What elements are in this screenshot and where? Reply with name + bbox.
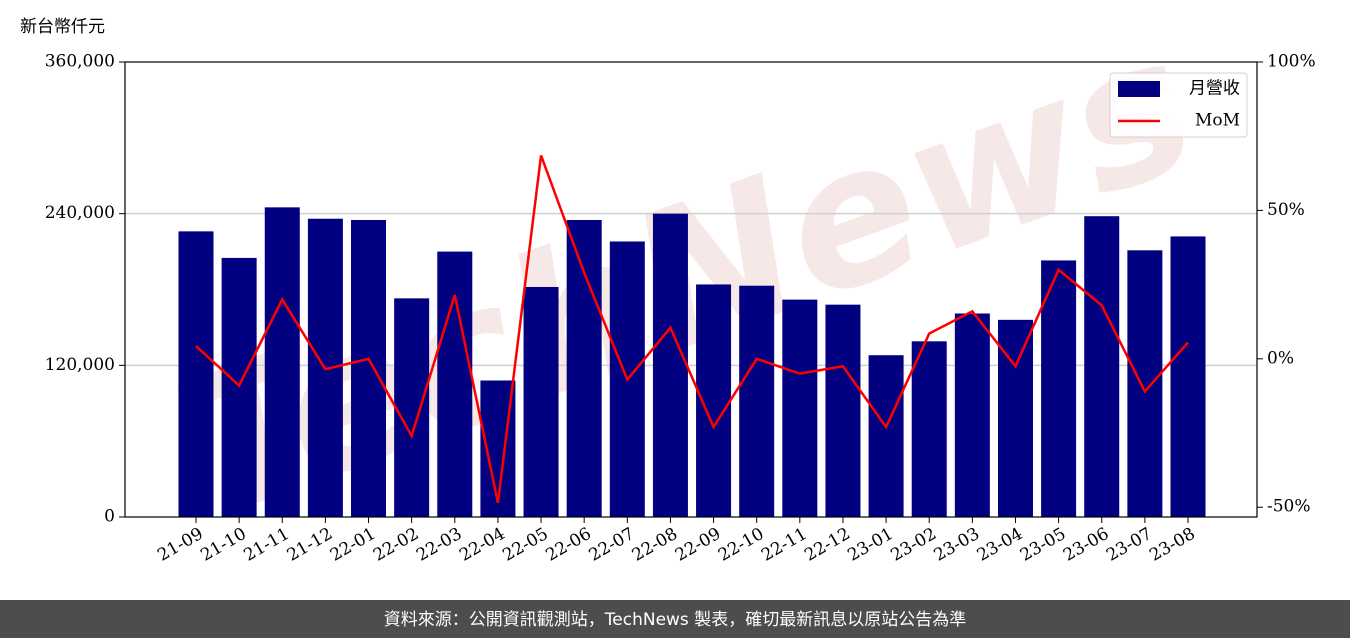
y2-tick-label: 0%	[1267, 348, 1294, 368]
x-tick-label: 23-07	[1103, 524, 1155, 566]
x-tick-label: 22-09	[672, 524, 724, 566]
bar	[178, 231, 214, 517]
x-tick-label: 23-08	[1146, 524, 1198, 566]
x-tick-label: 22-10	[715, 524, 767, 566]
x-tick-label: 22-03	[413, 524, 465, 566]
bar	[954, 313, 990, 517]
bar	[221, 257, 257, 517]
legend-label: 月營收	[1189, 79, 1240, 99]
bar	[1170, 236, 1206, 517]
x-tick-label: 22-11	[758, 524, 810, 566]
bar	[351, 219, 387, 517]
y-tick-label: 120,000	[45, 355, 115, 375]
x-tick-label: 22-06	[542, 524, 594, 566]
x-tick-label: 23-06	[1060, 524, 1112, 566]
x-tick-label: 23-01	[844, 524, 896, 566]
x-tick-label: 23-04	[974, 524, 1026, 566]
bar	[652, 213, 688, 517]
legend-swatch	[1118, 81, 1160, 97]
x-tick-label: 22-08	[629, 524, 681, 566]
bar	[1041, 260, 1077, 517]
legend-label: MoM	[1195, 111, 1240, 131]
bar	[825, 304, 861, 517]
y2-tick-label: -50%	[1267, 497, 1311, 517]
x-tick-label: 22-07	[586, 524, 638, 566]
bar	[394, 298, 430, 517]
y-tick-label: 240,000	[45, 203, 115, 223]
line	[195, 155, 1189, 504]
footer-text: 資料來源：公開資訊觀測站，TechNews 製表，確切最新訊息以原站公告為準	[384, 610, 966, 630]
y2-tick-label: 50%	[1267, 200, 1305, 220]
x-tick-label: 22-05	[499, 524, 551, 566]
x-tick-label: 22-02	[370, 524, 422, 566]
x-tick-label: 22-04	[456, 524, 508, 566]
x-tick-label: 21-09	[154, 524, 206, 566]
footer-bar	[0, 600, 1350, 638]
bar	[911, 341, 947, 517]
bar	[739, 285, 775, 517]
bar	[264, 207, 300, 517]
bar	[782, 299, 818, 517]
bar	[566, 219, 602, 517]
plot-frame	[124, 61, 1258, 518]
bar	[1084, 216, 1120, 517]
x-tick-label: 23-05	[1017, 524, 1069, 566]
bar	[1127, 250, 1163, 517]
bar	[868, 355, 904, 517]
y2-tick-label: 100%	[1267, 52, 1316, 72]
x-tick-label: 23-03	[931, 524, 983, 566]
y-tick-label: 0	[104, 507, 115, 527]
x-tick-label: 23-02	[888, 524, 940, 566]
x-tick-label: 22-12	[801, 524, 853, 566]
x-tick-label: 22-01	[327, 524, 379, 566]
y-axis-label: 新台幣仟元	[20, 17, 105, 37]
bar	[437, 251, 473, 518]
bar	[523, 286, 559, 517]
y-tick-label: 360,000	[45, 52, 115, 72]
